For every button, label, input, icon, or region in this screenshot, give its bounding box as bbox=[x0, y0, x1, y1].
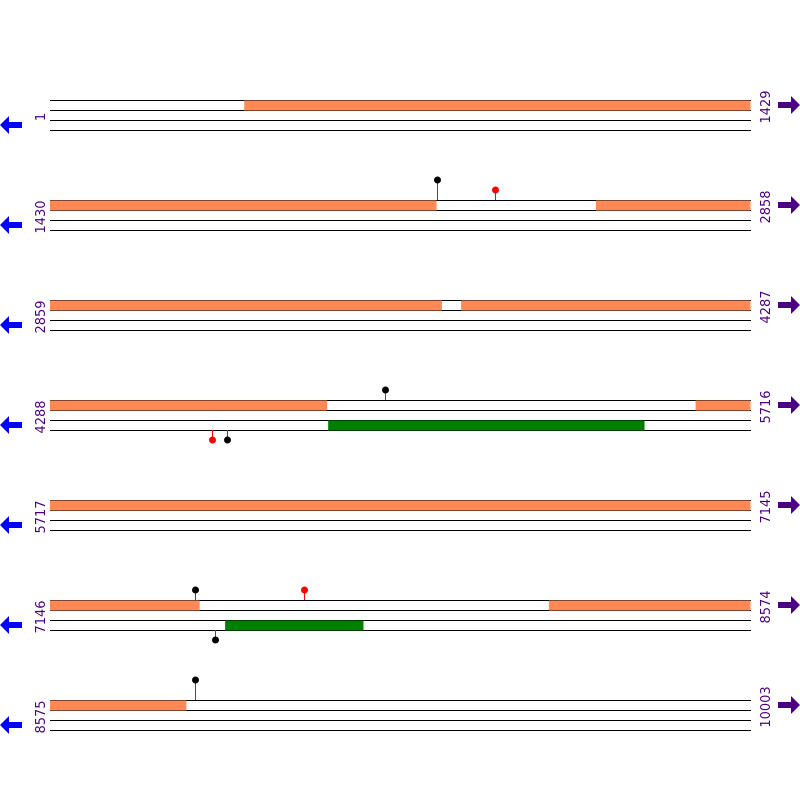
orf-block bbox=[50, 400, 328, 411]
arrow-left-icon bbox=[0, 216, 22, 234]
map-row: 7146 8574 bbox=[0, 586, 800, 644]
site-marker-dot bbox=[224, 436, 231, 444]
row-end-label: 8574 bbox=[759, 590, 774, 623]
site-marker-dot bbox=[301, 586, 308, 594]
site-marker-dot bbox=[212, 636, 219, 644]
row-start-label: 8575 bbox=[34, 700, 49, 733]
map-row: 5717 7145 bbox=[0, 490, 800, 534]
orf-block bbox=[50, 500, 751, 511]
row-start-label: 7146 bbox=[34, 600, 49, 633]
arrow-right-icon bbox=[778, 496, 800, 514]
arrow-left-icon bbox=[0, 316, 22, 334]
arrow-right-icon bbox=[778, 96, 800, 114]
row-end-label: 7145 bbox=[759, 490, 774, 523]
row-start-label: 5717 bbox=[34, 500, 49, 533]
row-end-label: 10003 bbox=[759, 686, 774, 727]
arrow-right-icon bbox=[778, 696, 800, 714]
row-end-label: 4287 bbox=[759, 290, 774, 323]
site-marker-dot bbox=[192, 676, 199, 684]
map-row: 8575 10003 bbox=[0, 676, 800, 734]
site-marker-dot bbox=[492, 186, 499, 194]
arrow-left-icon bbox=[0, 116, 22, 134]
row-start-label: 1 bbox=[34, 113, 49, 121]
arrow-right-icon bbox=[778, 296, 800, 314]
map-row: 1 1429 bbox=[0, 90, 800, 134]
arrow-right-icon bbox=[778, 396, 800, 414]
orf-block bbox=[461, 300, 751, 311]
feature-block bbox=[225, 620, 364, 631]
orf-block bbox=[244, 100, 751, 111]
orf-block bbox=[548, 600, 751, 611]
row-end-label: 5716 bbox=[759, 390, 774, 423]
arrow-left-icon bbox=[0, 516, 22, 534]
arrow-right-icon bbox=[778, 196, 800, 214]
site-marker-dot bbox=[192, 586, 199, 594]
orf-block bbox=[595, 200, 751, 211]
feature-block bbox=[328, 420, 645, 431]
map-row: 4288 5716 bbox=[0, 386, 800, 444]
orf-block bbox=[50, 200, 437, 211]
orf-block bbox=[50, 600, 200, 611]
site-marker-dot bbox=[382, 386, 389, 394]
orf-block bbox=[50, 300, 442, 311]
map-row: 2859 4287 bbox=[0, 290, 800, 334]
arrow-left-icon bbox=[0, 716, 22, 734]
row-end-label: 2858 bbox=[759, 190, 774, 223]
row-start-label: 4288 bbox=[34, 400, 49, 433]
map-row: 1430 2858 bbox=[0, 176, 800, 234]
site-marker-dot bbox=[434, 176, 441, 184]
row-start-label: 2859 bbox=[34, 300, 49, 333]
orf-block bbox=[50, 700, 187, 711]
site-marker-dot bbox=[209, 436, 216, 444]
row-end-label: 1429 bbox=[759, 90, 774, 123]
orf-block bbox=[695, 400, 751, 411]
row-start-label: 1430 bbox=[34, 200, 49, 233]
arrow-left-icon bbox=[0, 616, 22, 634]
arrow-left-icon bbox=[0, 416, 22, 434]
arrow-right-icon bbox=[778, 596, 800, 614]
